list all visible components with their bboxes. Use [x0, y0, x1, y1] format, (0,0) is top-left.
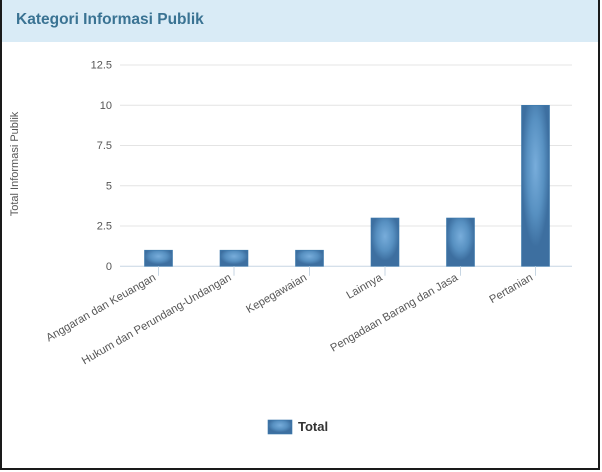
svg-text:Total Informasi Publik: Total Informasi Publik: [9, 111, 21, 216]
svg-text:10: 10: [100, 100, 112, 112]
svg-text:12.5: 12.5: [91, 60, 112, 72]
svg-text:0: 0: [106, 261, 112, 273]
svg-text:Kepegawaian: Kepegawaian: [244, 272, 309, 316]
svg-text:Hukum dan Perundang-Undangan: Hukum dan Perundang-Undangan: [80, 272, 234, 368]
svg-text:5: 5: [106, 180, 112, 192]
svg-text:Total: Total: [298, 419, 328, 434]
svg-text:Pengadaan Barang dan Jasa: Pengadaan Barang dan Jasa: [328, 271, 460, 354]
svg-text:2.5: 2.5: [97, 221, 112, 233]
svg-text:7.5: 7.5: [97, 140, 112, 152]
svg-text:Lainnya: Lainnya: [345, 271, 386, 301]
svg-text:Pertanian: Pertanian: [488, 272, 535, 306]
